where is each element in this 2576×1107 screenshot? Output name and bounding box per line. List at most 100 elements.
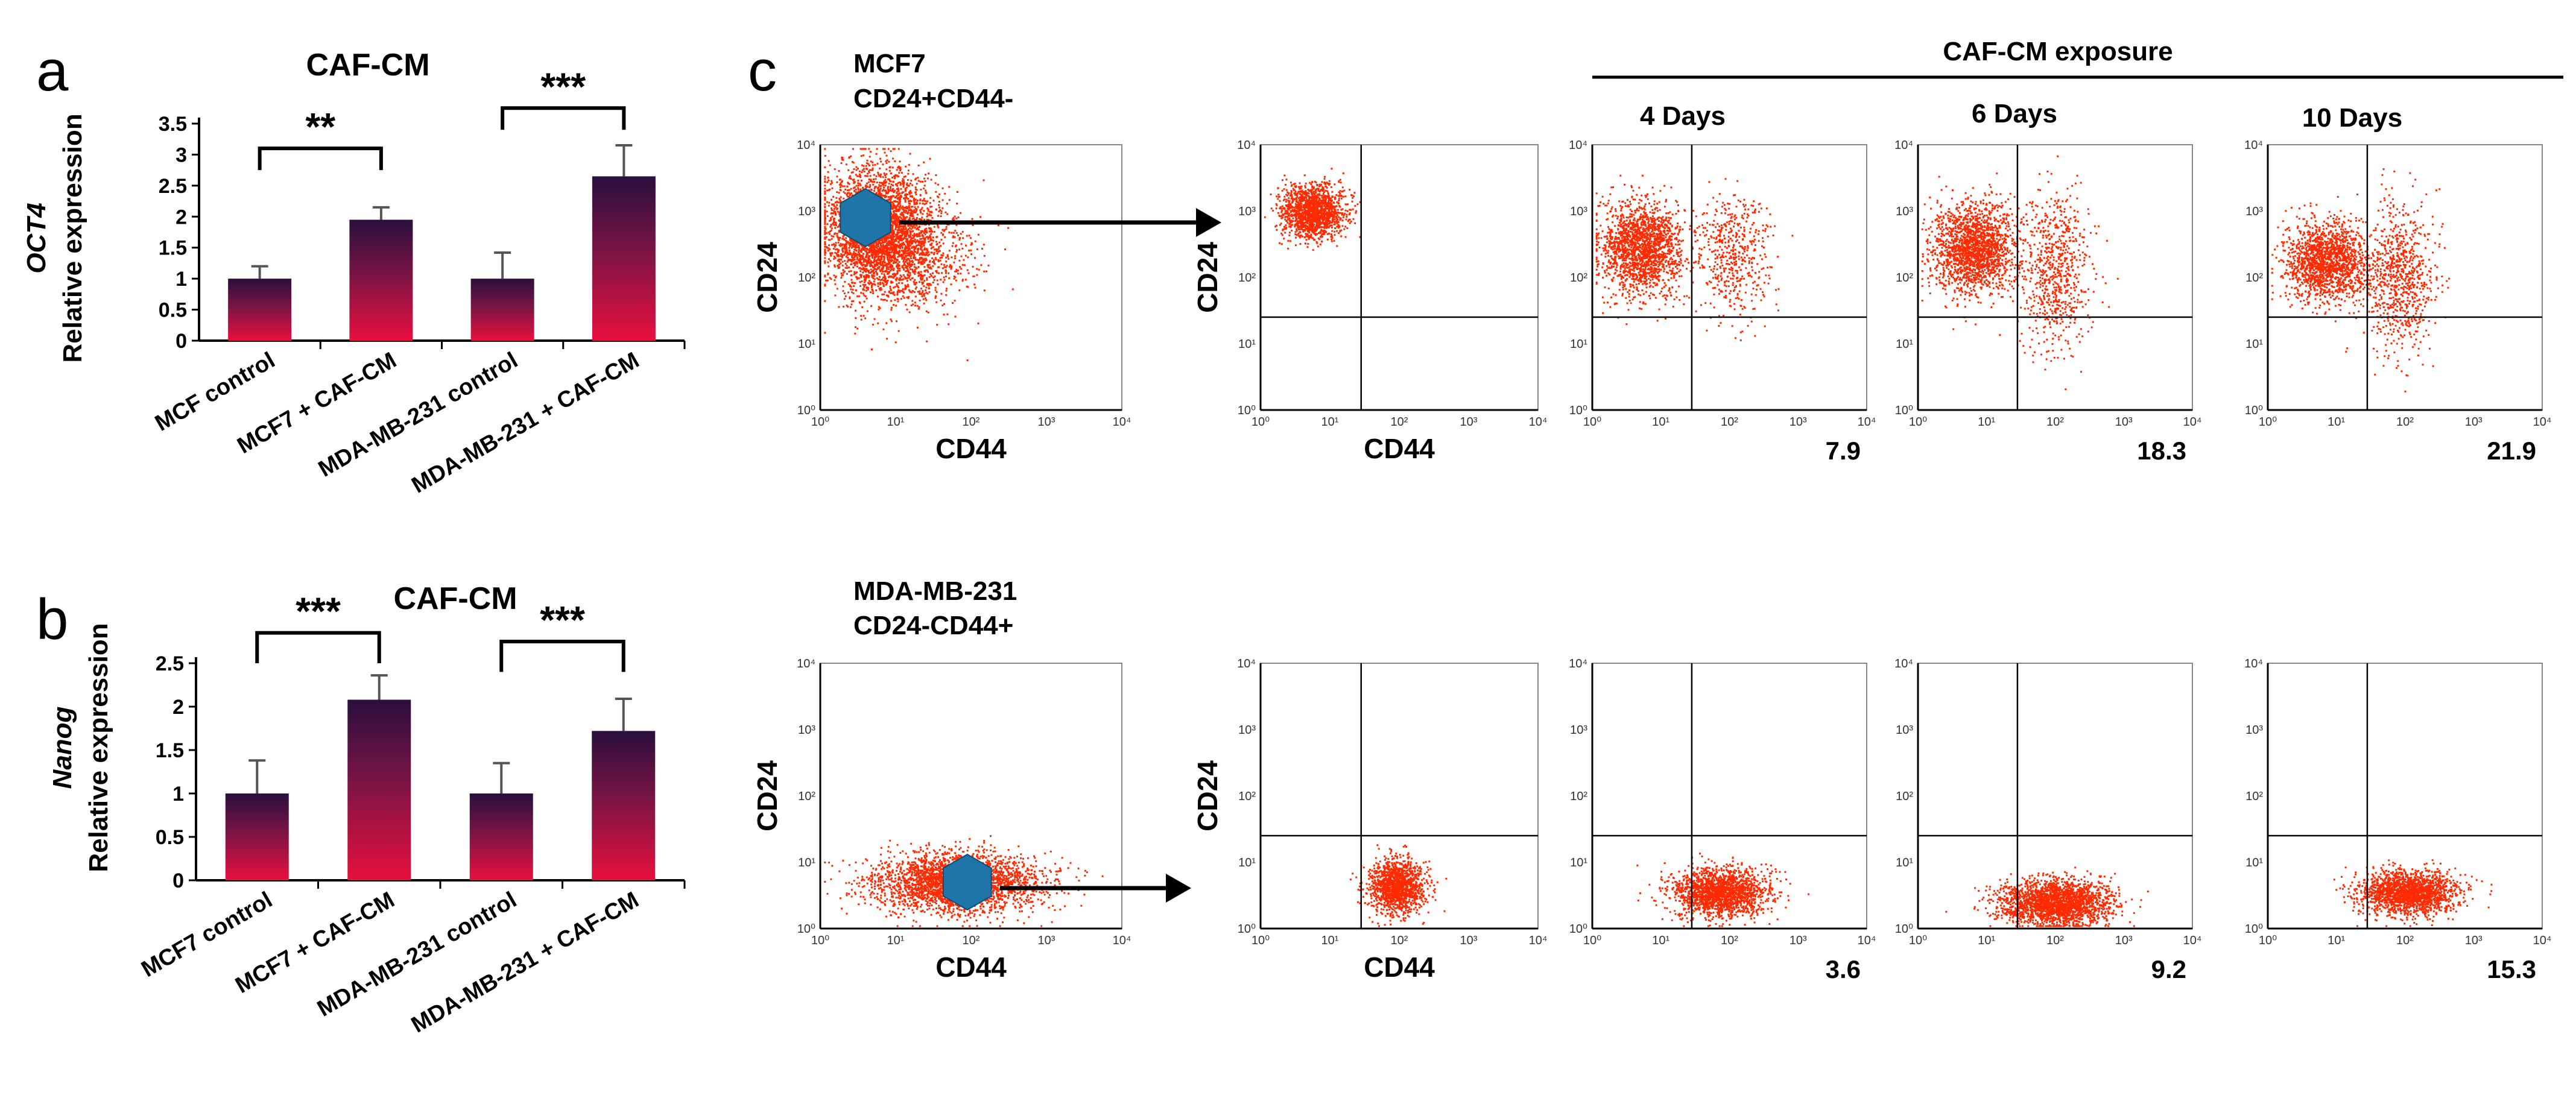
- mda-sorted-plot-ylabel: CD24: [1192, 760, 1223, 831]
- mcf7-4-days-plot-ytick-label: 10²: [1570, 271, 1587, 285]
- mda-6-days-plot-ytick-label: 10²: [1896, 790, 1913, 803]
- mda-6-days-plot-events: [1945, 866, 2149, 927]
- mda-sorted-plot-xtick-label: 10²: [1391, 934, 1408, 947]
- mcf7-6-days-plot-ytick-label: 10²: [1896, 271, 1913, 285]
- row1-cell-line: MCF7: [853, 49, 926, 78]
- mcf7-gating-plot-ytick-label: 10⁴: [797, 139, 815, 152]
- mda-10-days-plot-xtick-label: 10⁰: [2259, 934, 2277, 947]
- mda-6-days-plot-xtick-label: 10⁰: [1909, 934, 1927, 947]
- mda-gating-plot-ytick-label: 10²: [798, 790, 815, 803]
- mda-gating-plot-ytick-label: 10⁴: [797, 657, 815, 670]
- mcf7-sorted-plot-ytick-label: 10²: [1238, 271, 1256, 285]
- panel-a-significance-label: ***: [540, 65, 586, 108]
- mda-6-days-plot-ytick-label: 10⁰: [1895, 922, 1913, 936]
- mcf7-sorted-plot-ytick-label: 10⁰: [1238, 404, 1256, 417]
- mcf7-4-days-plot-ytick-label: 10¹: [1570, 338, 1587, 351]
- mcf7-6-days-plot-xtick-label: 10⁰: [1909, 415, 1927, 429]
- mcf7-gating-plot-gate: [840, 188, 891, 248]
- panel-a-bar-chart: CAF-CM OCT4 Relative expression 0 0.5 1 1.5…: [22, 48, 686, 499]
- mcf7-10-days-plot-ytick-label: 10⁴: [2244, 139, 2263, 152]
- mcf7-10-days-plot-xtick-label: 10⁰: [2259, 415, 2277, 429]
- mda-4-days-plot-ytick-label: 10⁴: [1569, 657, 1587, 670]
- panel-a-significance-bracket: [258, 147, 383, 171]
- mcf7-10-days-plot-xtick-label: 10²: [2396, 415, 2414, 429]
- panel-a-ytick-label: 3: [176, 144, 187, 166]
- mda-4-days-plot-xtick-label: 10⁰: [1583, 934, 1601, 947]
- mda-10-days-plot-percentage: 15.3: [2487, 955, 2536, 983]
- gate-arrow-mcf7-head: [1196, 208, 1221, 237]
- mcf7-sorted-plot-xtick-label: 10⁰: [1252, 415, 1270, 429]
- panel-b-ytick-label: 0.5: [156, 826, 184, 849]
- mcf7-10-days-plot-xtick-label: 10⁴: [2533, 415, 2552, 429]
- mcf7-sorted-plot-xtick-label: 10²: [1391, 415, 1408, 429]
- panel-b-ytick-label: 1.5: [156, 739, 184, 762]
- mda-4-days-plot-xtick-label: 10³: [1790, 934, 1807, 947]
- mda-sorted-plot-xtick-label: 10⁴: [1529, 934, 1548, 947]
- mda-4-days-plot-percentage: 3.6: [1826, 955, 1861, 983]
- mcf7-6-days-plot-xtick-label: 10²: [2046, 415, 2064, 429]
- panel-b-significance-bracket: [255, 631, 381, 663]
- mcf7-10-days-plot-events: [2271, 168, 2451, 393]
- mcf7-sorted-plot-ylabel: CD24: [1192, 242, 1223, 313]
- mda-6-days-plot-percentage: 9.2: [2151, 955, 2186, 983]
- mda-4-days-plot-xtick-label: 10⁴: [1858, 934, 1876, 947]
- mda-gating-plot-ytick-label: 10³: [798, 724, 815, 737]
- mda-4-days-plot-ytick-label: 10²: [1570, 790, 1587, 803]
- mda-4-days-plot-ytick-label: 10¹: [1570, 856, 1587, 869]
- mcf7-sorted-plot-events: [1264, 168, 1361, 251]
- mcf7-gating-plot-xtick-label: 10³: [1038, 415, 1055, 429]
- mda-6-days-plot-ytick-label: 10¹: [1896, 856, 1913, 869]
- panel-a-title: CAF-CM: [306, 48, 429, 83]
- mda-6-days-plot-xtick-label: 10³: [2115, 934, 2133, 947]
- column-header-6-days: 6 Days: [1972, 99, 2057, 128]
- mda-gating-plot-xlabel: CD44: [935, 951, 1007, 983]
- panel-a-ylabel: Relative expression: [58, 113, 87, 362]
- mda-gating-plot-ytick-label: 10⁰: [797, 922, 815, 936]
- panel-a-bar: [470, 279, 534, 341]
- panel-b-bar: [469, 793, 533, 880]
- mcf7-10-days-plot-ytick-label: 10³: [2245, 205, 2263, 218]
- mda-10-days-plot-ytick-label: 10³: [2245, 724, 2263, 737]
- mcf7-gating-plot-events: [824, 148, 1014, 361]
- panel-b-ylabel: Relative expression: [84, 623, 113, 872]
- mda-gating-plot-xtick-label: 10⁴: [1113, 934, 1131, 947]
- mda-6-days-plot-xtick-label: 10²: [2046, 934, 2064, 947]
- mcf7-gating-plot-xtick-label: 10⁰: [811, 415, 829, 429]
- mda-sorted-plot-ytick-label: 10³: [1238, 724, 1256, 737]
- panel-b-ylabel-gene: Nanog: [48, 706, 77, 789]
- panel-a-category-label: MDA-MB-231 control: [314, 347, 522, 482]
- mcf7-gating-plot-xtick-label: 10¹: [887, 415, 905, 429]
- mcf7-4-days-plot-ytick-label: 10⁴: [1569, 139, 1587, 152]
- panel-a-ytick-label: 0.5: [159, 299, 187, 322]
- panel-b-ytick-label: 2.5: [156, 652, 184, 675]
- mcf7-sorted-plot-ytick-label: 10³: [1238, 205, 1256, 218]
- mda-4-days-plot-events: [1636, 853, 1810, 927]
- panel-b-significance-label: ***: [540, 598, 585, 642]
- panel-a-ytick-label: 2: [176, 206, 187, 229]
- mcf7-4-days-plot-percentage: 7.9: [1826, 437, 1861, 465]
- mcf7-6-days-plot-xtick-label: 10¹: [1978, 415, 1995, 429]
- mda-gating-plot-xtick-label: 10¹: [887, 934, 905, 947]
- panel-b-significance-bracket: [499, 640, 625, 672]
- column-header-10-days: 10 Days: [2302, 103, 2402, 133]
- exposure-header: CAF-CM exposure: [1943, 37, 2173, 66]
- panel-b-ytick-label: 1: [172, 783, 184, 806]
- mda-sorted-plot-ytick-label: 10⁴: [1237, 657, 1256, 670]
- mda-10-days-plot-xtick-label: 10¹: [2328, 934, 2345, 947]
- mcf7-4-days-plot-xtick-label: 10¹: [1652, 415, 1669, 429]
- mcf7-10-days-plot-ytick-label: 10¹: [2245, 338, 2263, 351]
- mda-gating-plot-xtick-label: 10³: [1038, 934, 1055, 947]
- mda-gating-plot-gate: [942, 853, 992, 911]
- mda-4-days-plot-ytick-label: 10⁰: [1569, 922, 1587, 936]
- mda-gating-plot-ylabel: CD24: [752, 760, 783, 831]
- mcf7-4-days-plot-xtick-label: 10⁴: [1858, 415, 1876, 429]
- mcf7-4-days-plot-ytick-label: 10⁰: [1569, 404, 1587, 417]
- mda-10-days-plot-ytick-label: 10²: [2245, 790, 2263, 803]
- mda-4-days-plot-xtick-label: 10¹: [1652, 934, 1669, 947]
- mda-10-days-plot-xtick-label: 10⁴: [2533, 934, 2552, 947]
